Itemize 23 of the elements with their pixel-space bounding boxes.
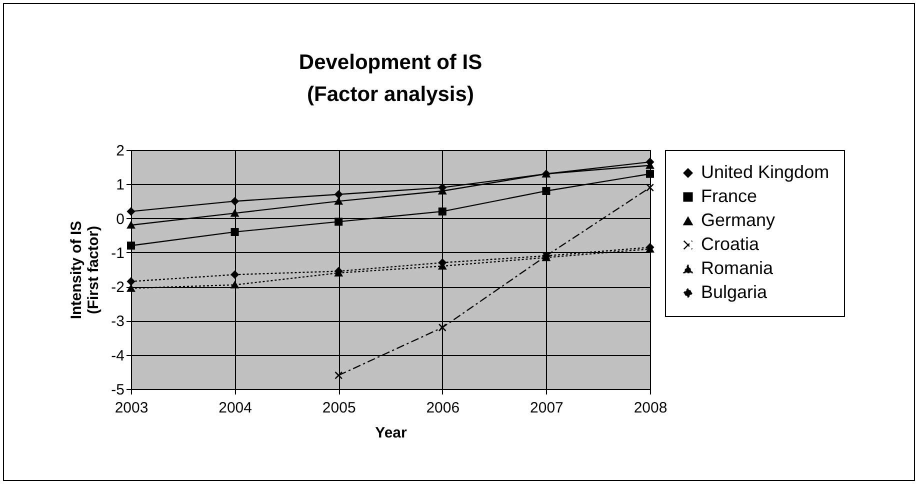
y-tick-label: -3 — [111, 313, 124, 330]
x-axis-title: Year — [375, 424, 408, 442]
legend-label: Bulgaria — [701, 282, 768, 302]
x-tick-label: 2003 — [114, 400, 148, 416]
y-tick-label: 0 — [116, 210, 124, 228]
y-tick-label: 2 — [116, 142, 124, 160]
y-tick-label: 1 — [116, 176, 124, 194]
legend-label: France — [701, 186, 758, 206]
y-tick-label: -5 — [111, 382, 124, 398]
legend-label: Germany — [701, 210, 776, 230]
chart-title: Development of IS (Factor analysis) — [298, 51, 482, 106]
legend-label: United Kingdom — [701, 162, 830, 182]
y-axis-title: Intensity of IS (First factor) — [68, 220, 102, 320]
legend-label: Romania — [701, 258, 774, 278]
x-tick-label: 2005 — [322, 400, 356, 416]
y-tick-label: -4 — [111, 347, 124, 364]
x-tick-label: 2004 — [218, 400, 252, 416]
legend-label: Croatia — [701, 234, 760, 254]
x-tick-label: 2006 — [426, 400, 460, 416]
x-tick-label: 2008 — [634, 400, 668, 416]
x-tick-label: 2007 — [530, 400, 564, 416]
y-tick-label: -2 — [111, 279, 124, 296]
y-tick-label: -1 — [111, 244, 124, 262]
